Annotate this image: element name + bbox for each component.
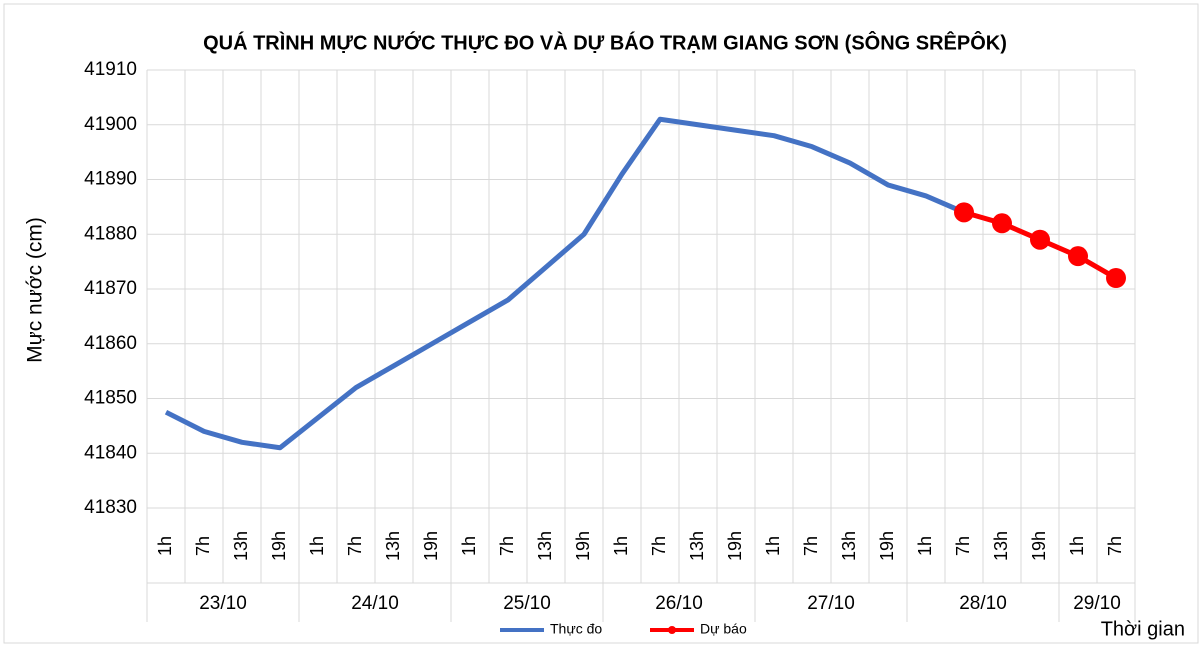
x-tick-label: 13h	[839, 531, 859, 561]
x-tick-label: 19h	[269, 531, 289, 561]
y-axis-label: Mực nước (cm)	[24, 217, 47, 363]
y-tick-label: 41880	[84, 223, 137, 244]
chart-title: QUÁ TRÌNH MỰC NƯỚC THỰC ĐO VÀ DỰ BÁO TRẠ…	[203, 30, 1007, 54]
legend-label: Thực đo	[550, 621, 602, 637]
x-group-label: 25/10	[503, 593, 551, 614]
y-tick-label: 41850	[84, 388, 137, 409]
y-tick-label: 41910	[84, 59, 137, 80]
x-group-label: 26/10	[655, 593, 703, 614]
x-group-label: 28/10	[959, 593, 1007, 614]
legend-label: Dự báo	[700, 621, 747, 637]
point-marker	[1068, 246, 1088, 267]
x-tick-label: 7h	[953, 536, 973, 556]
x-tick-label: 7h	[649, 536, 669, 556]
x-tick-label: 7h	[801, 536, 821, 556]
x-tick-label: 1h	[915, 536, 935, 556]
point-marker	[1106, 268, 1126, 289]
x-tick-label: 7h	[345, 536, 365, 556]
x-tick-label: 7h	[193, 536, 213, 556]
x-tick-label: 1h	[1067, 536, 1087, 556]
y-tick-label: 41900	[84, 114, 137, 135]
y-tick-label: 41870	[84, 278, 137, 299]
x-tick-label: 19h	[877, 531, 897, 561]
point-marker	[1030, 229, 1050, 250]
x-tick-label: 1h	[459, 536, 479, 556]
x-tick-label: 19h	[725, 531, 745, 561]
y-tick-label: 41830	[84, 497, 137, 518]
point-marker	[954, 202, 974, 223]
y-tick-label: 41860	[84, 333, 137, 354]
y-tick-label: 41840	[84, 442, 137, 463]
x-tick-label: 19h	[421, 531, 441, 561]
x-tick-label: 19h	[573, 531, 593, 561]
x-tick-label: 13h	[687, 531, 707, 561]
x-tick-label: 13h	[535, 531, 555, 561]
x-tick-label: 13h	[383, 531, 403, 561]
x-axis-label: Thời gian	[1101, 618, 1185, 640]
x-tick-label: 1h	[763, 536, 783, 556]
x-group-label: 29/10	[1073, 593, 1121, 614]
x-tick-label: 13h	[231, 531, 251, 561]
x-tick-label: 19h	[1029, 531, 1049, 561]
y-tick-label: 41890	[84, 169, 137, 190]
point-marker	[992, 213, 1012, 234]
legend-marker	[668, 626, 676, 634]
chart-frame	[3, 3, 1199, 644]
x-group-label: 23/10	[199, 593, 247, 614]
x-tick-label: 1h	[155, 536, 175, 556]
x-tick-label: 7h	[497, 536, 517, 556]
line-series	[164, 116, 965, 451]
x-tick-label: 1h	[611, 536, 631, 556]
x-group-label: 24/10	[351, 593, 399, 614]
x-tick-label: 1h	[307, 536, 327, 556]
x-tick-label: 7h	[1105, 536, 1125, 556]
x-group-label: 27/10	[807, 593, 855, 614]
x-tick-label: 13h	[991, 531, 1011, 561]
